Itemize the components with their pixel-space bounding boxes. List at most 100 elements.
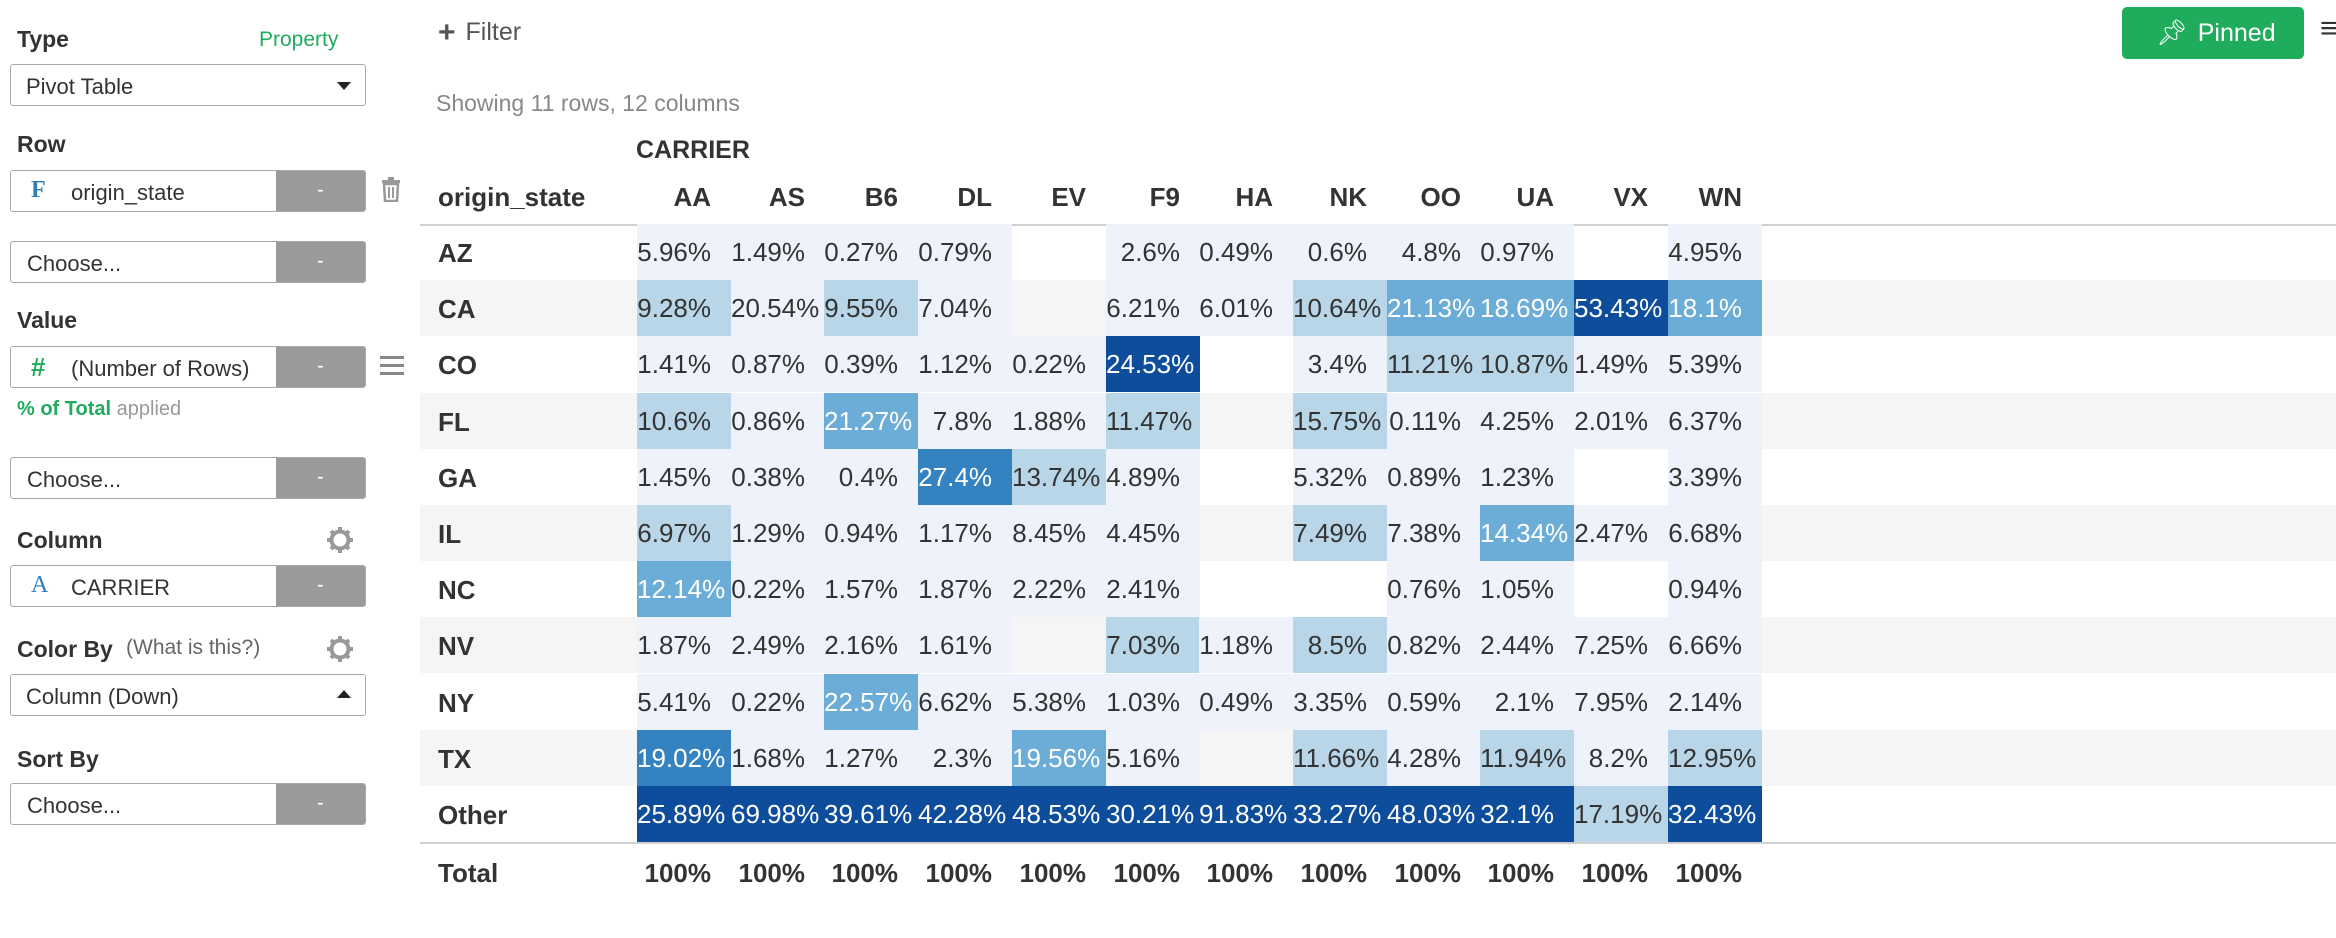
value-choose-button[interactable]: -: [276, 458, 365, 498]
table-cell: 0.82%: [1387, 617, 1481, 673]
table-cell: 2.44%: [1480, 617, 1574, 673]
table-cell: 5.39%: [1668, 336, 1762, 392]
column-header-nk[interactable]: NK: [1329, 182, 1367, 212]
row-field-pill[interactable]: F origin_state -: [10, 170, 366, 212]
table-cell: 12.95%: [1668, 730, 1762, 786]
table-cell: 10.64%: [1293, 280, 1387, 336]
config-panel: Type Property Pivot Table Row F origin_s…: [0, 0, 404, 938]
table-cell: 7.49%: [1293, 505, 1387, 561]
table-cell: 17.19%: [1574, 786, 1668, 842]
table-cell: 6.01%: [1199, 280, 1293, 336]
property-link[interactable]: Property: [259, 28, 339, 51]
row-label: CA: [438, 294, 476, 324]
column-header-aa[interactable]: AA: [673, 182, 711, 212]
column-header-wn[interactable]: WN: [1698, 182, 1742, 212]
column-group-header: CARRIER: [636, 136, 750, 164]
table-row: TX 19.02% 1.68% 1.27% 2.3% 19.56% 5.16% 11.66% 4…: [420, 730, 2336, 786]
total-cell: 100%: [831, 858, 899, 888]
pinned-button[interactable]: 📌︎ Pinned: [2122, 7, 2304, 59]
table-cell: 0.49%: [1199, 224, 1293, 280]
factor-type-icon: F: [31, 177, 46, 203]
value-field-remove-button[interactable]: -: [276, 347, 365, 387]
applied-label: applied: [116, 398, 182, 420]
table-row: Other 25.89% 69.98% 39.61% 42.28% 48.53% 30.21…: [420, 786, 2336, 842]
sort-by-pill[interactable]: Choose... -: [10, 783, 366, 825]
column-header-f9[interactable]: F9: [1149, 182, 1180, 212]
trash-icon[interactable]: [380, 176, 402, 202]
menu-icon[interactable]: [380, 355, 404, 377]
table-cell: 7.8%: [918, 393, 1012, 449]
table-cell: 19.56%: [1012, 730, 1106, 786]
column-header-b6[interactable]: B6: [864, 182, 898, 212]
total-cell: 100%: [1394, 858, 1462, 888]
table-cell: [1012, 280, 1106, 336]
table-cell: [1574, 449, 1668, 505]
row-label: Row: [17, 131, 66, 157]
column-field-remove-button[interactable]: -: [276, 566, 365, 606]
color-by-label: Color By: [17, 636, 113, 662]
chevron-up-icon: [337, 690, 351, 698]
value-field-name: (Number of Rows): [71, 356, 250, 381]
table-cell: 0.39%: [824, 336, 918, 392]
chevron-down-icon: [337, 82, 351, 90]
table-cell: [1199, 449, 1293, 505]
sort-by-choose-button[interactable]: -: [276, 784, 365, 824]
total-cell: 100%: [738, 858, 806, 888]
table-cell: 33.27%: [1293, 786, 1387, 842]
table-cell: 0.22%: [731, 674, 825, 730]
table-cell: 0.94%: [1668, 561, 1762, 617]
table-cell: 1.61%: [918, 617, 1012, 673]
row-choose-button[interactable]: -: [276, 242, 365, 282]
table-cell: 0.11%: [1387, 393, 1481, 449]
table-cell: 25.89%: [637, 786, 731, 842]
table-cell: 48.53%: [1012, 786, 1106, 842]
column-header-oo[interactable]: OO: [1420, 182, 1461, 212]
gear-icon[interactable]: [327, 636, 353, 662]
row-choose-pill[interactable]: Choose... -: [10, 241, 366, 283]
table-cell: 15.75%: [1293, 393, 1387, 449]
table-cell: 1.57%: [824, 561, 918, 617]
column-header-dl[interactable]: DL: [957, 182, 992, 212]
column-header-as[interactable]: AS: [768, 182, 805, 212]
table-cell: 0.6%: [1293, 224, 1387, 280]
table-cell: 2.16%: [824, 617, 918, 673]
table-cell: 2.3%: [918, 730, 1012, 786]
table-cell: 0.22%: [731, 561, 825, 617]
sort-by-choose-text: Choose...: [27, 793, 122, 818]
column-header-ha[interactable]: HA: [1235, 182, 1273, 212]
value-field-pill[interactable]: # (Number of Rows) -: [10, 346, 366, 388]
column-header-ua[interactable]: UA: [1516, 182, 1554, 212]
table-cell: 69.98%: [731, 786, 825, 842]
table-cell: 4.28%: [1387, 730, 1481, 786]
table-cell: 4.25%: [1480, 393, 1574, 449]
table-cell: [1199, 505, 1293, 561]
column-field-name: CARRIER: [71, 575, 171, 600]
table-cell: 4.45%: [1106, 505, 1200, 561]
table-cell: 5.41%: [637, 674, 731, 730]
table-cell: 5.32%: [1293, 449, 1387, 505]
column-field-pill[interactable]: A CARRIER -: [10, 565, 366, 607]
table-cell: 3.35%: [1293, 674, 1387, 730]
table-cell: 0.27%: [824, 224, 918, 280]
table-cell: 6.62%: [918, 674, 1012, 730]
table-cell: 2.22%: [1012, 561, 1106, 617]
chart-type-select[interactable]: Pivot Table: [10, 64, 366, 106]
total-cell: 100%: [644, 858, 712, 888]
column-header-ev[interactable]: EV: [1051, 182, 1086, 212]
value-choose-pill[interactable]: Choose... -: [10, 457, 366, 499]
table-cell: 10.6%: [637, 393, 731, 449]
table-cell: 1.03%: [1106, 674, 1200, 730]
table-cell: [1199, 730, 1293, 786]
value-choose-text: Choose...: [27, 467, 122, 492]
table-header-row: origin_state AA AS B6 DL EV F9 HA NK OO UA VX WN: [420, 168, 2336, 226]
row-field-remove-button[interactable]: -: [276, 171, 365, 211]
gear-icon[interactable]: [327, 527, 353, 553]
column-header-vx[interactable]: VX: [1613, 182, 1648, 212]
table-cell: 0.4%: [824, 449, 918, 505]
more-menu-icon[interactable]: ≡: [2320, 12, 2336, 45]
what-is-this-link[interactable]: (What is this?): [126, 636, 261, 659]
table-cell: 0.79%: [918, 224, 1012, 280]
color-by-select[interactable]: Column (Down): [10, 674, 366, 716]
filter-button[interactable]: + Filter: [438, 14, 521, 49]
table-cell: 11.47%: [1106, 393, 1200, 449]
